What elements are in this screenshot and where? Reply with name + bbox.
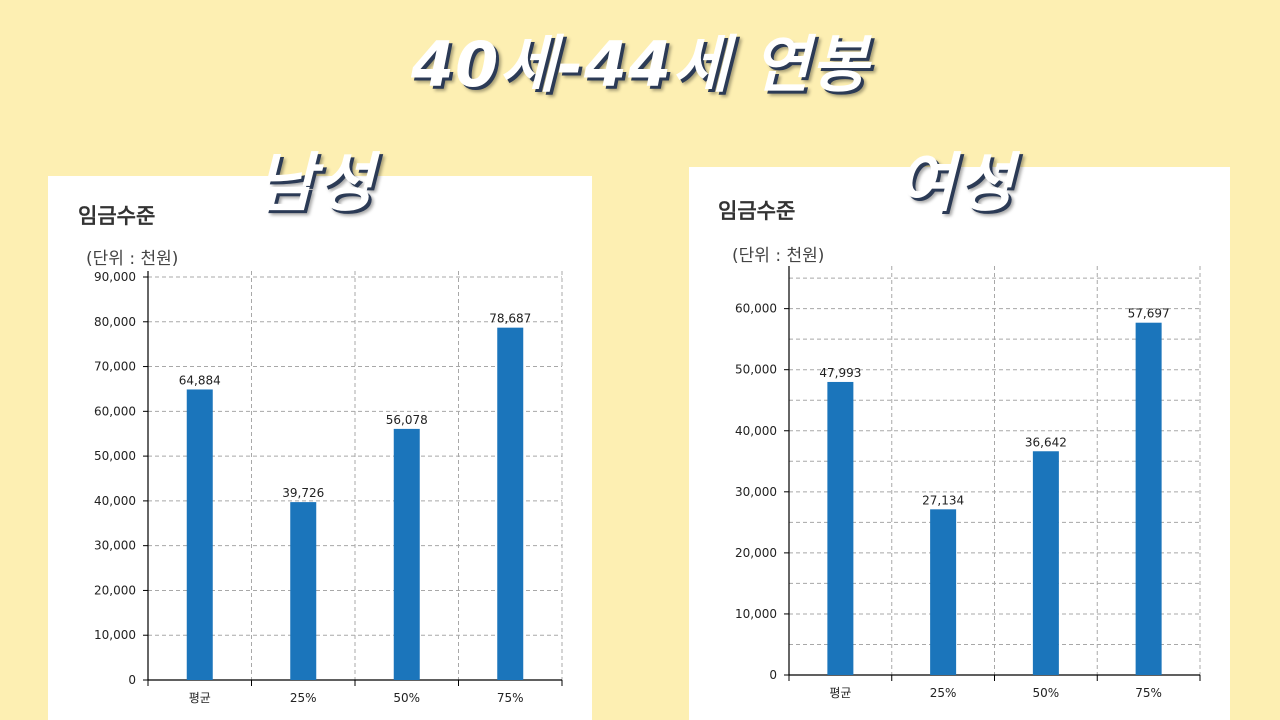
x-tick-label: 50%: [393, 691, 420, 705]
y-tick-label: 20,000: [94, 583, 136, 597]
y-tick-label: 90,000: [94, 270, 136, 284]
gender-label-female: 여성: [896, 147, 1014, 221]
bar-chart-female: 0 10,000 20,000 30,000 40,000 50,000 60,000 47,…: [735, 266, 1201, 700]
x-tick-label: 50%: [1033, 686, 1060, 700]
page-title: 40세-44세 연봉: [410, 28, 870, 101]
y-tick-label: 60,000: [94, 404, 136, 418]
data-label: 64,884: [179, 373, 221, 387]
data-label: 47,993: [819, 366, 861, 380]
y-tick-label: 40,000: [94, 494, 136, 508]
y-tick-label: 20,000: [735, 546, 777, 560]
bar: [393, 428, 420, 680]
y-tick-label: 60,000: [735, 302, 777, 316]
y-tick-label: 10,000: [735, 607, 777, 621]
bar: [1135, 322, 1162, 675]
panel-title: 임금수준: [718, 199, 796, 223]
y-tick-label: 10,000: [94, 628, 136, 642]
bar-chart-male: 0 10,000 20,000 30,000 40,000 50,000 60,000 70,…: [94, 270, 563, 705]
panel-title: 임금수준: [78, 204, 156, 228]
unit-label: (단위 : 천원): [732, 246, 825, 266]
x-tick-label: 평균: [829, 686, 851, 700]
bar: [827, 381, 854, 675]
unit-label: (단위 : 천원): [86, 249, 179, 269]
chart-panel-male: 임금수준 (단위 : 천원) 0 10,000 20,000 30,000 40,000…: [48, 176, 592, 720]
y-tick-label: 50,000: [735, 363, 777, 377]
bar: [290, 502, 317, 680]
y-tick-label: 0: [128, 673, 136, 687]
bar: [930, 509, 957, 675]
x-tick-label: 75%: [497, 691, 524, 705]
y-tick-label: 40,000: [735, 424, 777, 438]
y-tick-label: 50,000: [94, 449, 136, 463]
bar: [497, 327, 524, 680]
bar: [1032, 451, 1059, 675]
data-label: 36,642: [1025, 435, 1067, 449]
y-tick-label: 70,000: [94, 360, 136, 374]
gender-label-male: 남성: [256, 147, 374, 221]
y-tick-label: 0: [769, 668, 777, 682]
y-tick-label: 80,000: [94, 315, 136, 329]
x-tick-label: 평균: [189, 691, 211, 705]
y-tick-label: 30,000: [735, 485, 777, 499]
x-tick-label: 75%: [1135, 686, 1162, 700]
chart-panel-female: 임금수준 (단위 : 천원) 0 10,000 20,000 30,000 40,000…: [689, 167, 1230, 720]
data-label: 78,687: [489, 312, 531, 326]
bar: [186, 389, 213, 680]
data-label: 27,134: [922, 493, 964, 507]
data-label: 56,078: [386, 413, 428, 427]
x-tick-label: 25%: [930, 686, 957, 700]
data-label: 39,726: [282, 486, 324, 500]
data-label: 57,697: [1128, 307, 1170, 321]
y-tick-label: 30,000: [94, 539, 136, 553]
x-tick-label: 25%: [290, 691, 317, 705]
